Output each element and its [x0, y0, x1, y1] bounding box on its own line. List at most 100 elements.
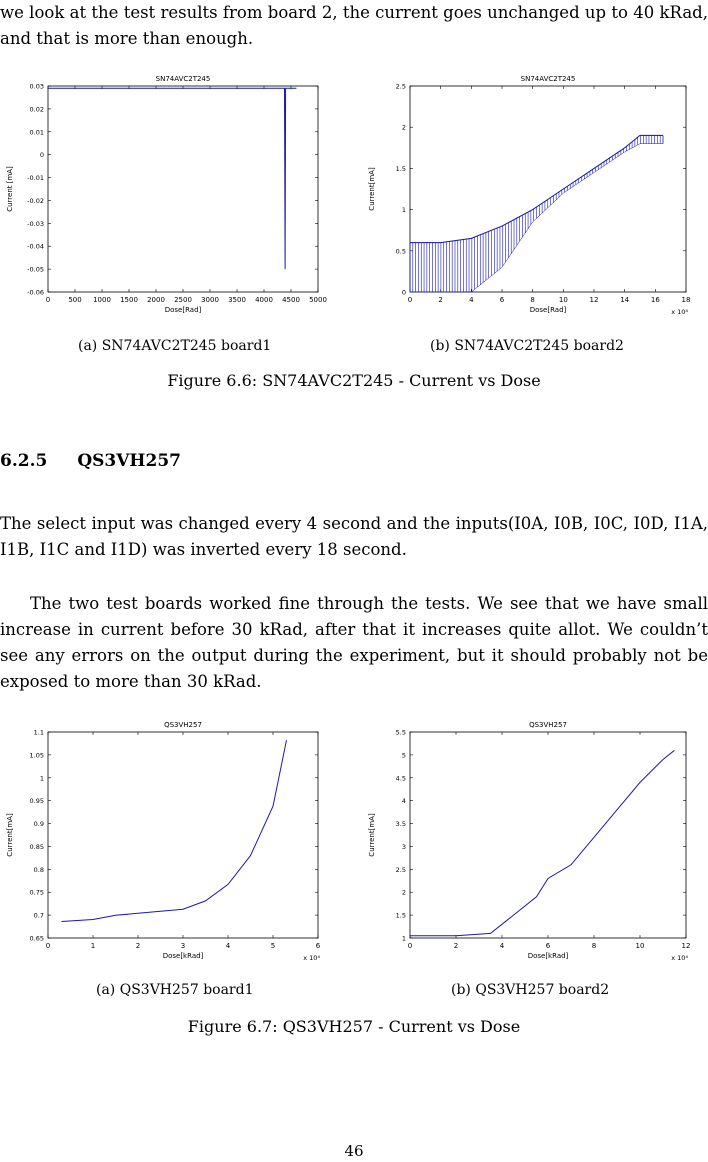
subcaption-6-7-b: (b) QS3VH257 board2	[451, 982, 610, 998]
x-tick-label: 18	[682, 296, 691, 304]
section-number: 6.2.5	[0, 451, 48, 471]
y-tick-label: 1	[402, 935, 406, 943]
y-tick-label: 1	[40, 774, 44, 782]
y-tick-label: 0.95	[30, 797, 44, 805]
y-axis-label: Current[mA]	[368, 167, 376, 211]
x-tick-label: 10	[559, 296, 568, 304]
y-tick-label: 2	[402, 889, 406, 897]
plot-frame	[409, 731, 687, 939]
x-tick-label: 1500	[120, 296, 138, 304]
x-tick-label: 5000	[309, 296, 327, 304]
x-tick-label: 6	[500, 296, 505, 304]
x-tick-label: 1000	[93, 296, 111, 304]
page-number: 46	[344, 1142, 364, 1160]
chart-title: SN74AVC2T245	[521, 75, 576, 83]
x-tick-label: 3000	[201, 296, 219, 304]
subcaption-6-6-a: (a) SN74AVC2T245 board1	[78, 338, 272, 354]
x-tick-label: 0	[46, 296, 50, 304]
y-tick-label: 0.85	[30, 843, 44, 851]
y-tick-label: 1.1	[34, 729, 44, 737]
y-tick-label: 4	[402, 797, 406, 805]
x-tick-label: 6	[316, 942, 321, 950]
x-tick-label: 2	[136, 942, 140, 950]
x-tick-label: 1	[91, 942, 95, 950]
plot-frame	[47, 731, 319, 939]
paragraph-select-input: The select input was changed every 4 sec…	[0, 514, 708, 559]
x-tick-label: 4	[500, 942, 505, 950]
y-tick-label: -0.03	[27, 220, 44, 228]
y-tick-label: 1.05	[30, 751, 44, 759]
figure-6-7-caption: Figure 6.7: QS3VH257 - Current vs Dose	[187, 1017, 521, 1036]
chart-qs3-board1: QS3VH257 0 1 2 3 4 5 6 1.1 1.05 1 0.95 0.9 0.85 0.8 0.7…	[6, 721, 321, 962]
y-tick-label: 3	[402, 843, 406, 851]
x-multiplier: x 10⁴	[671, 308, 688, 316]
intro-paragraph: we look at the test results from board 2…	[0, 3, 708, 48]
y-tick-label: 0.9	[34, 820, 44, 828]
y-tick-label: 0.03	[30, 83, 44, 91]
x-tick-label: 8	[592, 942, 596, 950]
x-tick-label: 5	[271, 942, 275, 950]
x-tick-label: 0	[408, 296, 412, 304]
series-line	[410, 749, 675, 937]
y-tick-label: 2	[402, 124, 406, 132]
y-tick-label: -0.02	[27, 197, 44, 205]
y-tick-label: -0.05	[27, 266, 44, 274]
y-axis-label: Current[mA]	[6, 813, 14, 857]
y-tick-label: 0.02	[30, 105, 44, 113]
x-tick-label: 14	[620, 296, 629, 304]
x-tick-label: 3	[181, 942, 185, 950]
x-axis-label: Dose[kRad]	[163, 952, 204, 960]
y-tick-label: 0.5	[396, 247, 406, 255]
x-tick-label: 6	[546, 942, 551, 950]
series-line	[410, 134, 663, 244]
x-tick-label: 10	[636, 942, 645, 950]
y-tick-label: 4.5	[396, 774, 406, 782]
y-axis-label: Current [mA]	[6, 166, 14, 212]
figure-6-6-caption: Figure 6.6: SN74AVC2T245 - Current vs Do…	[167, 371, 541, 390]
chart-qs3-board2: QS3VH257 0 2 4 6 8 10 12 5.5 5 4.5 4 3.5 3 2.5 2 1.5 1 Dos…	[368, 721, 691, 962]
y-tick-label: 5	[402, 751, 406, 759]
y-tick-label: 5.5	[396, 729, 406, 737]
x-tick-label: 4	[469, 296, 474, 304]
x-tick-label: 12	[682, 942, 691, 950]
y-tick-label: 0.01	[30, 128, 44, 136]
plot-frame	[47, 85, 319, 293]
y-tick-label: 3.5	[396, 820, 406, 828]
y-tick-label: 0.65	[30, 935, 44, 943]
x-tick-label: 2500	[174, 296, 192, 304]
chart-sn74-board1: SN74AVC2T245 0 500 1000 1500 2000 2500 3000 3500…	[6, 75, 327, 314]
y-tick-label: 0.75	[30, 889, 44, 897]
x-multiplier: x 10⁴	[303, 954, 320, 962]
x-tick-label: 4000	[255, 296, 273, 304]
y-axis-label: Current[mA]	[368, 813, 376, 857]
section-heading: 6.2.5 QS3VH257	[0, 451, 181, 471]
y-tick-label: -0.01	[27, 174, 44, 182]
x-tick-label: 3500	[228, 296, 246, 304]
x-tick-label: 0	[46, 942, 50, 950]
series-line	[61, 740, 287, 922]
x-tick-label: 0	[408, 942, 412, 950]
x-multiplier: x 10⁴	[671, 954, 688, 962]
x-axis-label: Dose[kRad]	[528, 952, 569, 960]
chart-title: QS3VH257	[164, 721, 202, 729]
y-tick-label: 0.8	[34, 866, 44, 874]
x-tick-label: 16	[651, 296, 660, 304]
paragraph-test-boards: The two test boards worked fine through …	[0, 594, 708, 691]
y-tick-label: 0.7	[34, 912, 44, 920]
series-line	[48, 87, 297, 270]
subcaption-6-7-a: (a) QS3VH257 board1	[96, 982, 254, 998]
y-tick-label: -0.06	[27, 289, 44, 297]
x-tick-label: 2	[454, 942, 458, 950]
x-tick-label: 12	[590, 296, 599, 304]
chart-sn74-board2: SN74AVC2T245 0 2 4 6 8 10 12 14 16 18 2.5 2 1.5 1 0.5 0 D…	[368, 75, 691, 316]
y-tick-label: 1	[402, 206, 406, 214]
x-tick-label: 8	[530, 296, 534, 304]
y-tick-label: 0	[40, 151, 44, 159]
x-tick-label: 2000	[147, 296, 165, 304]
x-axis-label: Dose[Rad]	[530, 306, 567, 314]
x-tick-label: 4500	[282, 296, 300, 304]
x-tick-label: 500	[68, 296, 81, 304]
y-tick-label: 1.5	[396, 912, 406, 920]
y-tick-label: 2.5	[396, 83, 406, 91]
x-tick-label: 2	[438, 296, 442, 304]
